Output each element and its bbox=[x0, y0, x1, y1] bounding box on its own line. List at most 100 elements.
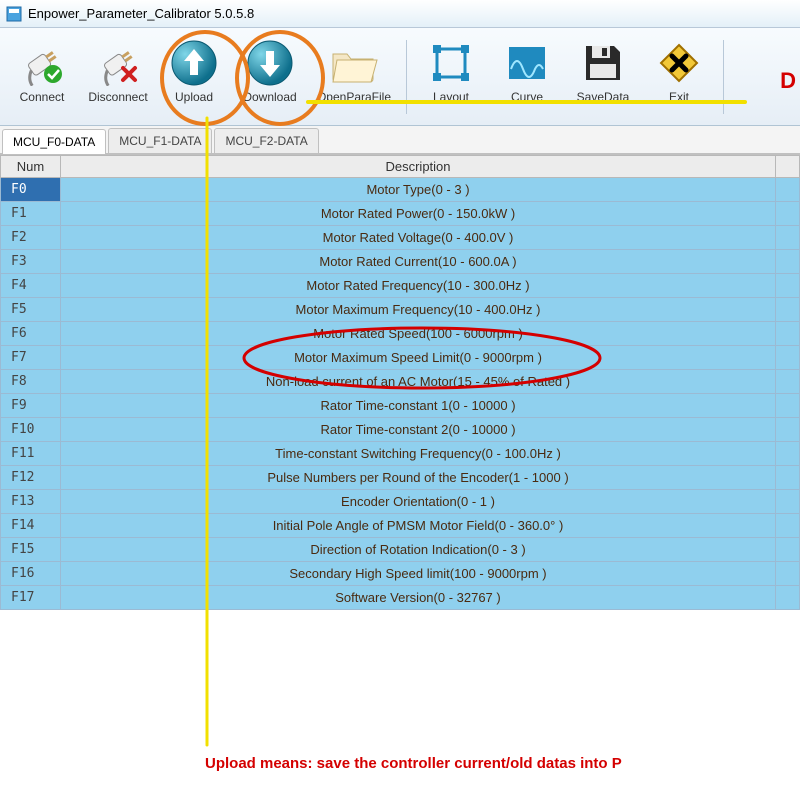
tab-mcu-f0-data[interactable]: MCU_F0-DATA bbox=[2, 129, 106, 154]
exit-button[interactable]: Exit bbox=[641, 34, 717, 114]
download-button[interactable]: Download bbox=[232, 34, 308, 114]
row-value[interactable] bbox=[776, 298, 800, 322]
curve-button[interactable]: Curve bbox=[489, 34, 565, 114]
table-row[interactable]: F15Direction of Rotation Indication(0 - … bbox=[1, 538, 800, 562]
upload-label: Upload bbox=[175, 90, 213, 104]
connect-button[interactable]: Connect bbox=[4, 34, 80, 114]
table-row[interactable]: F12Pulse Numbers per Round of the Encode… bbox=[1, 466, 800, 490]
row-value[interactable] bbox=[776, 514, 800, 538]
app-icon bbox=[6, 6, 22, 22]
row-num: F9 bbox=[1, 394, 61, 418]
row-value[interactable] bbox=[776, 178, 800, 202]
layout-label: Layout bbox=[433, 90, 469, 104]
layout-icon bbox=[426, 38, 476, 88]
row-value[interactable] bbox=[776, 370, 800, 394]
row-value[interactable] bbox=[776, 562, 800, 586]
column-header-num[interactable]: Num bbox=[1, 156, 61, 178]
table-row[interactable]: F0Motor Type(0 - 3 ) bbox=[1, 178, 800, 202]
disconnect-button[interactable]: Disconnect bbox=[80, 34, 156, 114]
table-row[interactable]: F13Encoder Orientation(0 - 1 ) bbox=[1, 490, 800, 514]
table-row[interactable]: F3Motor Rated Current(10 - 600.0A ) bbox=[1, 250, 800, 274]
row-num: F7 bbox=[1, 346, 61, 370]
parameter-table: Num Description F0Motor Type(0 - 3 )F1Mo… bbox=[0, 155, 800, 610]
row-num: F13 bbox=[1, 490, 61, 514]
row-value[interactable] bbox=[776, 250, 800, 274]
table-row[interactable]: F1Motor Rated Power(0 - 150.0kW ) bbox=[1, 202, 800, 226]
connect-label: Connect bbox=[20, 90, 65, 104]
savedata-label: SaveData bbox=[577, 90, 630, 104]
toolbar-separator-2 bbox=[723, 40, 724, 114]
table-row[interactable]: F6Motor Rated Speed(100 - 6000rpm ) bbox=[1, 322, 800, 346]
layout-button[interactable]: Layout bbox=[413, 34, 489, 114]
table-row[interactable]: F5Motor Maximum Frequency(10 - 400.0Hz ) bbox=[1, 298, 800, 322]
curve-label: Curve bbox=[511, 90, 543, 104]
upload-icon bbox=[169, 38, 219, 88]
row-num: F1 bbox=[1, 202, 61, 226]
row-num: F12 bbox=[1, 466, 61, 490]
row-description: Motor Rated Speed(100 - 6000rpm ) bbox=[61, 322, 776, 346]
row-description: Motor Maximum Frequency(10 - 400.0Hz ) bbox=[61, 298, 776, 322]
disconnect-label: Disconnect bbox=[88, 90, 147, 104]
row-description: Pulse Numbers per Round of the Encoder(1… bbox=[61, 466, 776, 490]
table-row[interactable]: F8Non-load current of an AC Motor(15 - 4… bbox=[1, 370, 800, 394]
savedata-button[interactable]: SaveData bbox=[565, 34, 641, 114]
annotation-note: Upload means: save the controller curren… bbox=[205, 755, 622, 772]
row-num: F0 bbox=[1, 178, 61, 202]
truncated-toolbar-text: D bbox=[780, 68, 796, 94]
column-header-value[interactable] bbox=[776, 156, 800, 178]
table-row[interactable]: F9Rator Time-constant 1(0 - 10000 ) bbox=[1, 394, 800, 418]
parameter-grid: Num Description F0Motor Type(0 - 3 )F1Mo… bbox=[0, 154, 800, 610]
row-value[interactable] bbox=[776, 274, 800, 298]
upload-button[interactable]: Upload bbox=[156, 34, 232, 114]
row-value[interactable] bbox=[776, 418, 800, 442]
curve-icon bbox=[502, 38, 552, 88]
row-description: Motor Rated Frequency(10 - 300.0Hz ) bbox=[61, 274, 776, 298]
row-num: F8 bbox=[1, 370, 61, 394]
table-row[interactable]: F7Motor Maximum Speed Limit(0 - 9000rpm … bbox=[1, 346, 800, 370]
table-row[interactable]: F17Software Version(0 - 32767 ) bbox=[1, 586, 800, 610]
row-num: F3 bbox=[1, 250, 61, 274]
toolbar-separator bbox=[406, 40, 407, 114]
connect-icon bbox=[17, 38, 67, 88]
row-value[interactable] bbox=[776, 442, 800, 466]
row-description: Direction of Rotation Indication(0 - 3 ) bbox=[61, 538, 776, 562]
row-value[interactable] bbox=[776, 490, 800, 514]
tab-mcu-f1-data[interactable]: MCU_F1-DATA bbox=[108, 128, 212, 153]
row-value[interactable] bbox=[776, 202, 800, 226]
download-icon bbox=[245, 38, 295, 88]
row-description: Initial Pole Angle of PMSM Motor Field(0… bbox=[61, 514, 776, 538]
row-value[interactable] bbox=[776, 586, 800, 610]
download-label: Download bbox=[243, 90, 296, 104]
row-value[interactable] bbox=[776, 394, 800, 418]
row-description: Secondary High Speed limit(100 - 9000rpm… bbox=[61, 562, 776, 586]
row-num: F17 bbox=[1, 586, 61, 610]
exit-icon bbox=[654, 38, 704, 88]
row-num: F14 bbox=[1, 514, 61, 538]
row-value[interactable] bbox=[776, 538, 800, 562]
row-description: Motor Rated Power(0 - 150.0kW ) bbox=[61, 202, 776, 226]
table-row[interactable]: F2Motor Rated Voltage(0 - 400.0V ) bbox=[1, 226, 800, 250]
table-row[interactable]: F4Motor Rated Frequency(10 - 300.0Hz ) bbox=[1, 274, 800, 298]
window-title: Enpower_Parameter_Calibrator 5.0.5.8 bbox=[28, 6, 254, 21]
toolbar: Connect Disconnect bbox=[0, 28, 800, 126]
table-row[interactable]: F10Rator Time-constant 2(0 - 10000 ) bbox=[1, 418, 800, 442]
row-num: F5 bbox=[1, 298, 61, 322]
row-description: Motor Rated Voltage(0 - 400.0V ) bbox=[61, 226, 776, 250]
row-value[interactable] bbox=[776, 322, 800, 346]
row-num: F16 bbox=[1, 562, 61, 586]
row-value[interactable] bbox=[776, 346, 800, 370]
row-description: Non-load current of an AC Motor(15 - 45%… bbox=[61, 370, 776, 394]
row-value[interactable] bbox=[776, 226, 800, 250]
row-value[interactable] bbox=[776, 466, 800, 490]
table-row[interactable]: F11Time-constant Switching Frequency(0 -… bbox=[1, 442, 800, 466]
column-header-description[interactable]: Description bbox=[61, 156, 776, 178]
row-num: F2 bbox=[1, 226, 61, 250]
table-row[interactable]: F16Secondary High Speed limit(100 - 9000… bbox=[1, 562, 800, 586]
row-num: F4 bbox=[1, 274, 61, 298]
toolbar-group-connection: Connect Disconnect bbox=[4, 34, 156, 114]
tabstrip: MCU_F0-DATAMCU_F1-DATAMCU_F2-DATA bbox=[0, 126, 800, 154]
tab-mcu-f2-data[interactable]: MCU_F2-DATA bbox=[214, 128, 318, 153]
toolbar-group-transfer: Upload Download bbox=[156, 34, 400, 114]
openparafile-button[interactable]: OpenParaFile bbox=[308, 34, 400, 114]
table-row[interactable]: F14Initial Pole Angle of PMSM Motor Fiel… bbox=[1, 514, 800, 538]
